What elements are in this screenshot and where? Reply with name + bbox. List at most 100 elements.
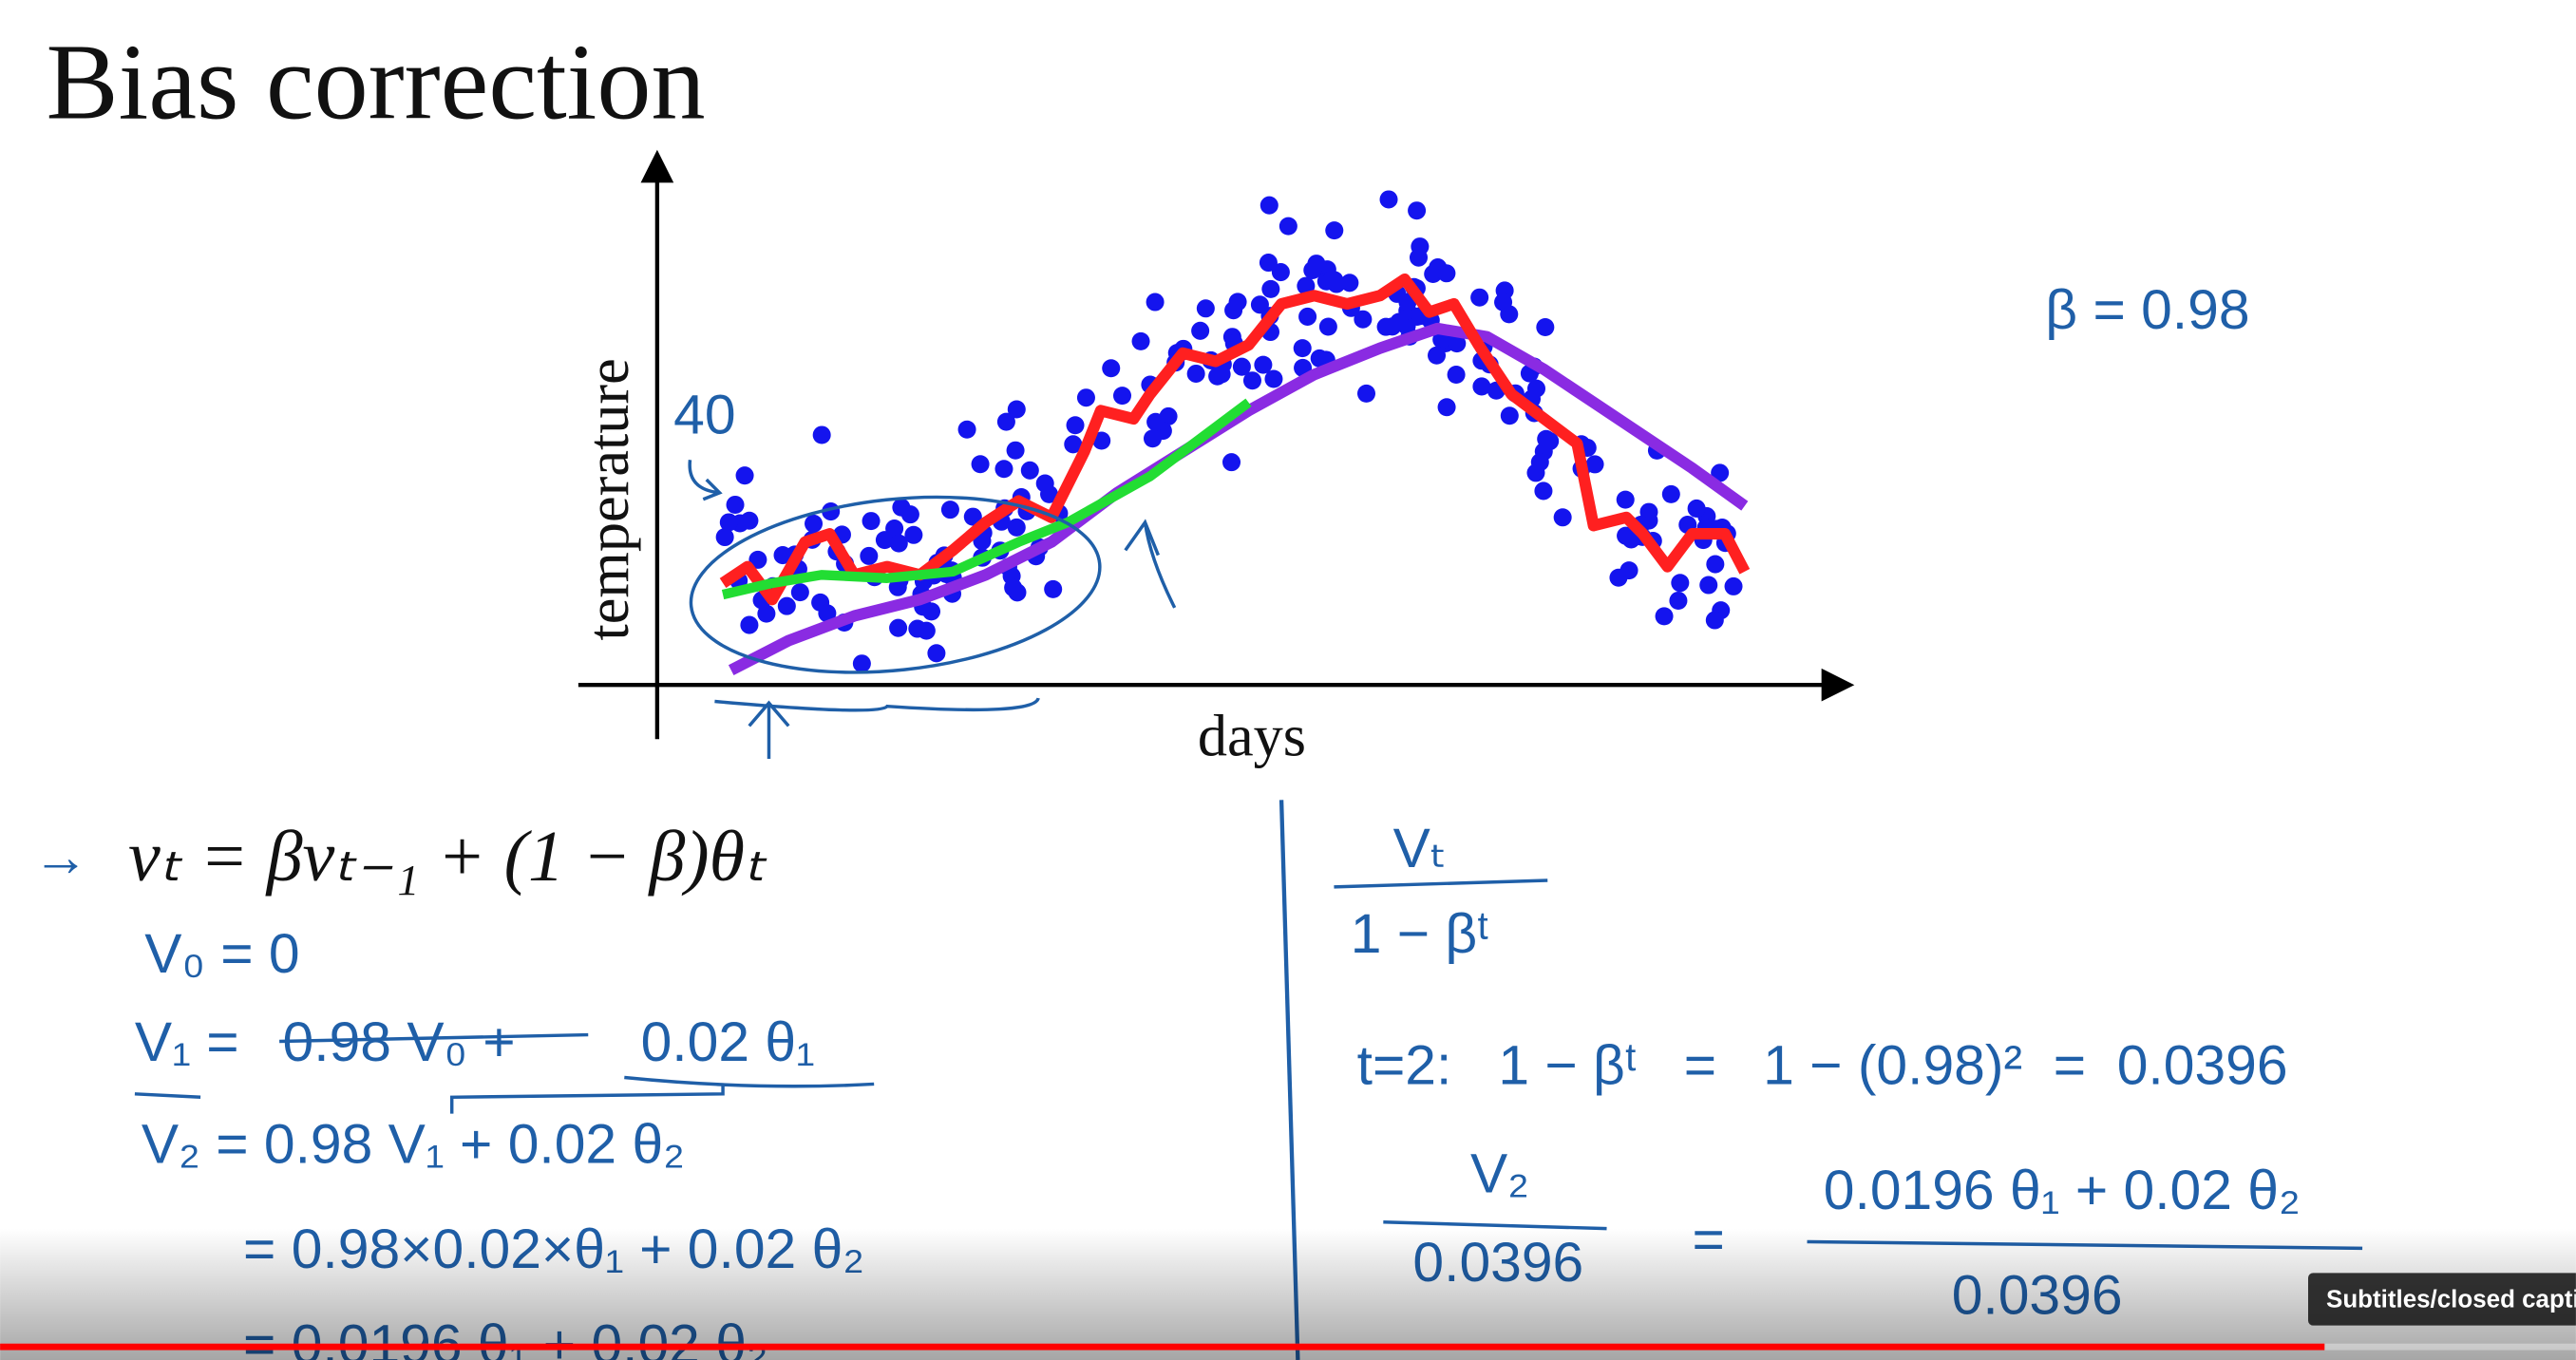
beta-note: β = 0.98 <box>2045 279 2249 341</box>
tooltip-text: Subtitles/closed captions (c) <box>2326 1287 2576 1313</box>
dot <box>1408 201 1427 220</box>
dot <box>1322 270 1341 289</box>
dot <box>1242 371 1261 390</box>
step-v1-rhs: 0.02 θ₁ <box>641 1011 815 1073</box>
dot <box>1671 574 1690 593</box>
dot <box>1228 293 1247 312</box>
data-points <box>715 190 1743 673</box>
dot <box>1705 611 1724 630</box>
tooltip-box <box>2308 1273 2576 1326</box>
dot <box>740 615 759 634</box>
dot <box>1687 499 1706 518</box>
dot <box>1232 357 1251 376</box>
dot <box>1004 578 1023 597</box>
dot <box>1536 317 1555 337</box>
dot <box>1437 264 1456 283</box>
dot <box>904 525 923 544</box>
rhs-numerator: 0.0196 θ₁ + 0.02 θ₂ <box>1824 1160 2301 1221</box>
dot <box>1076 388 1095 407</box>
dot <box>1112 387 1132 406</box>
t2-line: t=2: 1 − βᵗ = 1 − (0.98)² = 0.0396 <box>1357 1034 2288 1096</box>
dot <box>1706 555 1725 574</box>
arrow-up-2 <box>1124 519 1177 609</box>
step-v2: V₂ = 0.98 V₁ + 0.02 θ₂ <box>142 1113 685 1175</box>
dot <box>1437 398 1456 417</box>
dot <box>957 420 976 439</box>
dot <box>1131 331 1150 350</box>
step-v1-struck: 0.98 V₀ + <box>283 1011 516 1073</box>
dot <box>1340 274 1359 293</box>
dot <box>1472 377 1491 396</box>
x-axis-label: days <box>1198 705 1306 769</box>
fraction-bar <box>1334 878 1548 889</box>
dot <box>1092 431 1111 450</box>
dot <box>1310 349 1329 368</box>
strike-line <box>279 1032 589 1044</box>
dot <box>940 501 959 519</box>
dot <box>777 596 796 615</box>
dot <box>726 495 745 514</box>
dot <box>862 512 881 531</box>
arrow-40 <box>688 460 723 501</box>
axes <box>578 149 1855 740</box>
dot <box>917 621 936 640</box>
dot <box>971 455 990 474</box>
dot <box>860 546 879 565</box>
dot <box>740 511 759 530</box>
dot <box>1307 255 1326 274</box>
y-arrow <box>640 149 674 183</box>
dot <box>1447 365 1466 385</box>
dot <box>1222 453 1241 472</box>
dot <box>889 534 908 553</box>
controls-shade <box>0 1228 2576 1360</box>
dot <box>1254 355 1273 374</box>
dot <box>888 577 907 596</box>
dot <box>719 513 738 532</box>
ema-curve <box>719 273 1751 606</box>
dot <box>852 654 871 673</box>
x-arrow <box>1821 668 1855 702</box>
dot <box>1318 317 1337 336</box>
dot <box>1379 190 1398 209</box>
dot <box>1325 221 1344 240</box>
dot <box>1006 441 1025 460</box>
corrected-curve <box>721 398 1252 600</box>
dot <box>1617 526 1636 545</box>
dot <box>715 528 734 547</box>
dot <box>994 460 1013 479</box>
formula: vₜ = βvₜ₋₁ + (1 − β)θₜ <box>128 817 767 897</box>
dot <box>1146 293 1165 312</box>
progress-played[interactable] <box>0 1343 2325 1351</box>
dot <box>748 550 767 569</box>
dot <box>1724 576 1743 595</box>
slide-title: Bias correction <box>47 22 706 142</box>
arrow-marker: → <box>33 826 89 888</box>
dot <box>1293 339 1312 358</box>
step-v1-lhs: V₁ = <box>135 1011 239 1073</box>
dot <box>818 604 837 623</box>
dot <box>1259 254 1278 273</box>
dot <box>1007 518 1026 537</box>
dot <box>1711 463 1730 482</box>
dot <box>1146 412 1165 431</box>
dot <box>1064 435 1083 454</box>
dot <box>1534 482 1553 501</box>
dot <box>1297 276 1316 295</box>
dot <box>1409 248 1429 267</box>
dot <box>1616 490 1635 509</box>
dot <box>1044 579 1063 598</box>
dot <box>1526 463 1545 482</box>
dot <box>1669 591 1688 610</box>
annotation-40: 40 <box>673 385 735 446</box>
dot <box>735 466 754 485</box>
dot <box>1279 217 1297 236</box>
dot <box>1661 484 1680 503</box>
dot <box>1143 429 1163 448</box>
dot <box>1020 461 1039 480</box>
dot <box>1066 416 1085 435</box>
dot <box>1470 288 1489 307</box>
y-axis-label: temperature <box>577 358 641 640</box>
dot <box>1500 406 1519 425</box>
